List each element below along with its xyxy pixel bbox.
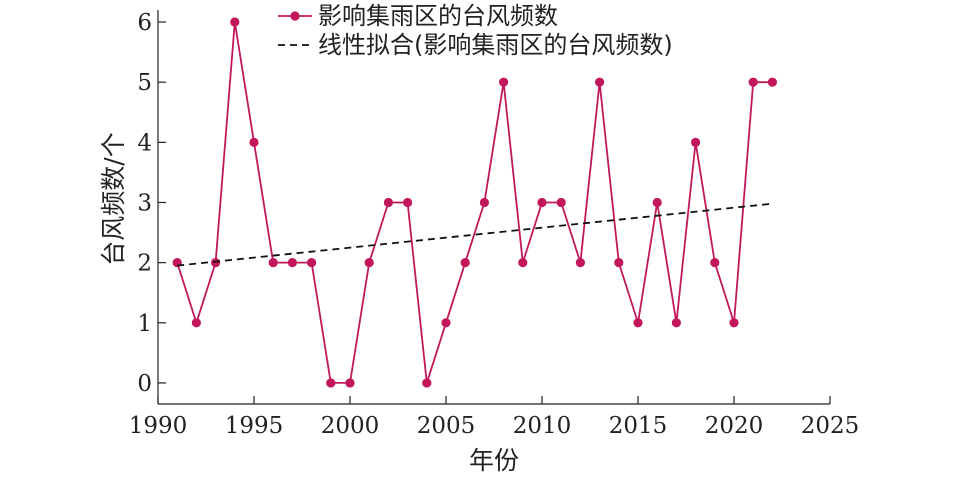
x-tick-label: 1995 <box>225 413 284 439</box>
data-point <box>441 318 451 328</box>
x-tick-label: 2010 <box>513 413 572 439</box>
data-point <box>191 318 201 328</box>
data-point <box>691 137 701 147</box>
data-point <box>249 137 259 147</box>
data-point <box>652 197 662 208</box>
data-point <box>211 258 221 268</box>
y-tick-label: 6 <box>137 10 152 36</box>
data-point <box>729 318 739 328</box>
legend-label: 线性拟合(影响集雨区的台风频数) <box>318 31 673 59</box>
y-tick-label: 5 <box>137 70 152 96</box>
y-tick-label: 1 <box>137 311 152 337</box>
data-point <box>595 77 605 87</box>
x-tick-label: 2000 <box>321 413 380 439</box>
trendline <box>177 202 773 267</box>
x-tick-label: 2005 <box>417 413 476 439</box>
data-point <box>422 378 432 388</box>
y-tick-label: 2 <box>137 251 152 277</box>
x-tick-label: 2025 <box>801 413 860 439</box>
data-point <box>710 258 720 268</box>
y-axis-title: 台风频数/个 <box>99 132 128 265</box>
y-tick-label: 3 <box>137 190 152 216</box>
data-point <box>383 197 393 208</box>
data-point <box>364 258 374 268</box>
series-layer <box>172 17 778 388</box>
series-line <box>176 21 773 384</box>
data-point <box>230 17 240 27</box>
x-tick-label: 2015 <box>609 413 668 439</box>
data-point <box>460 258 470 268</box>
data-point <box>671 318 682 328</box>
data-point <box>614 258 624 268</box>
data-point <box>518 258 528 268</box>
data-point <box>326 378 336 388</box>
data-point <box>403 197 413 208</box>
data-point <box>556 197 566 208</box>
data-point <box>345 378 355 388</box>
data-point <box>633 318 643 328</box>
axes-layer: 0 1 2 3 4 5 6 1990 1995 2000 2005 2010 2015 2020 2025 年… <box>99 10 859 475</box>
data-point <box>268 258 278 268</box>
x-tick-label: 1990 <box>129 413 188 439</box>
data-point <box>479 197 489 208</box>
legend-label: 影响集雨区的台风频数 <box>318 2 558 30</box>
data-point <box>307 258 317 268</box>
data-point <box>748 77 758 87</box>
x-tick-label: 2020 <box>705 413 764 439</box>
x-axis-title: 年份 <box>469 446 519 475</box>
data-point <box>537 197 547 208</box>
data-point <box>767 77 778 87</box>
data-point <box>499 77 509 87</box>
y-tick-label: 4 <box>137 130 152 156</box>
data-point <box>575 258 586 268</box>
legend-swatch-marker <box>290 11 300 21</box>
y-tick-label: 0 <box>137 371 152 397</box>
data-point <box>287 258 297 268</box>
